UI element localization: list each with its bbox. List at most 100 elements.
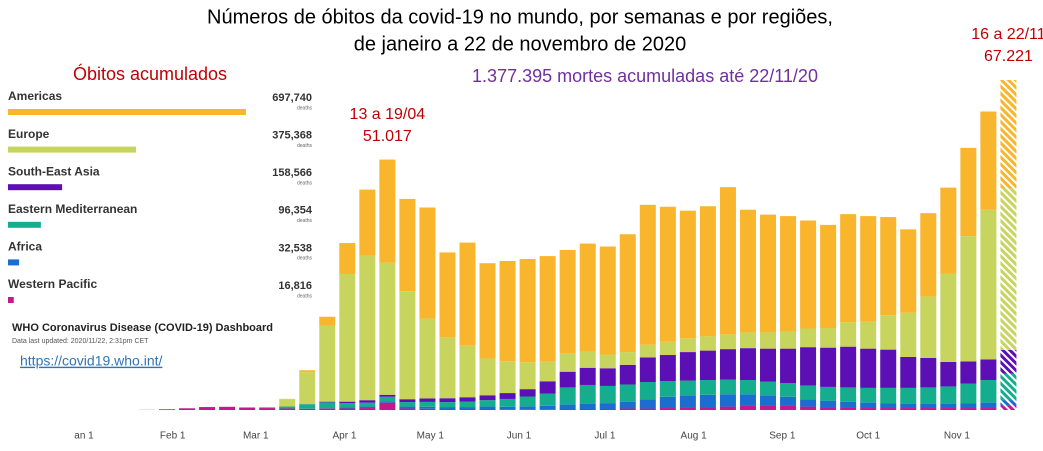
bar-segment — [820, 407, 837, 410]
bar-segment — [780, 382, 797, 397]
region-unit: deaths — [297, 181, 313, 187]
bar-segment — [599, 246, 616, 355]
bar-segment — [860, 408, 877, 410]
bar-segment — [519, 396, 536, 407]
bar-segment — [900, 312, 917, 357]
region-value: 697,740 — [272, 92, 312, 104]
bar-segment — [439, 402, 456, 408]
bar-segment — [760, 348, 777, 382]
bar-segment — [960, 408, 977, 410]
region-value: 158,566 — [272, 167, 312, 179]
bar-segment — [920, 296, 937, 358]
bar-segment — [339, 243, 356, 275]
cumulative-bar — [8, 297, 14, 303]
bar-segment — [579, 403, 596, 410]
x-tick-label: Jun 1 — [507, 431, 532, 442]
bar-segment — [880, 349, 897, 388]
bar-segment — [880, 387, 897, 404]
bar-segment — [679, 210, 696, 339]
bar-segment — [359, 255, 376, 401]
bar-segment — [940, 403, 957, 409]
bar-segment — [419, 398, 436, 402]
bar-segment — [840, 214, 857, 323]
bar-segment — [760, 405, 777, 410]
bar-segment — [579, 409, 596, 410]
bar-segment — [920, 387, 937, 404]
source-title: WHO Coronavirus Disease (COVID-19) Dashb… — [12, 322, 273, 334]
bar-segment — [960, 236, 977, 362]
bar-segment — [900, 403, 917, 409]
bar-segment — [840, 387, 857, 402]
bar-segment — [319, 316, 336, 326]
panel-title: Óbitos acumulados — [73, 63, 227, 84]
bar-segment — [279, 406, 296, 409]
bar-segment — [559, 371, 576, 388]
source-updated: Data last updated: 2020/11/22, 2:31pm CE… — [12, 338, 149, 345]
bar-segment — [719, 187, 736, 335]
bar-segment — [579, 384, 596, 404]
source-link[interactable]: https://covid19.who.int/ — [20, 353, 163, 369]
bar-segment — [1000, 350, 1017, 374]
bar-segment — [679, 380, 696, 396]
bar-segment — [760, 332, 777, 349]
region-unit: deaths — [297, 105, 313, 111]
bar-segment — [519, 406, 536, 410]
bar-segment — [679, 407, 696, 410]
bar-segment — [840, 346, 857, 388]
bar-segment — [980, 359, 997, 381]
bar-segment — [860, 387, 877, 403]
bar-segment — [339, 407, 356, 409]
bar-segment — [760, 395, 777, 406]
region-unit: deaths — [297, 143, 313, 149]
bar-segment — [579, 367, 596, 385]
bar-segment — [579, 243, 596, 352]
bar-segment — [499, 409, 516, 410]
bar-segment — [479, 263, 496, 359]
bar-segment — [559, 249, 576, 354]
bar-segment — [659, 206, 676, 342]
bar-segment — [319, 402, 336, 409]
bar-segment — [719, 349, 736, 380]
annotation-label: 13 a 19/04 — [350, 106, 426, 123]
bar-segment — [299, 372, 316, 405]
bar-segment — [699, 350, 716, 381]
bar-segment — [800, 347, 817, 386]
bar-segment — [900, 387, 917, 404]
x-tick-label: Oct 1 — [856, 431, 880, 442]
bar-segment — [800, 406, 817, 410]
bar-segment — [379, 262, 396, 395]
bar-segment — [559, 404, 576, 410]
bar-segment — [499, 406, 516, 410]
region-value: 375,368 — [272, 130, 312, 142]
bar-segment — [579, 351, 596, 368]
bar-segment — [880, 217, 897, 316]
bar-segment — [599, 409, 616, 410]
bar-segment — [499, 393, 516, 399]
total-annotation: 1.377.395 mortes acumuladas até 22/11/20 — [472, 66, 818, 86]
bar-segment — [619, 408, 636, 410]
bar-segment — [639, 399, 656, 409]
x-tick-label: Feb 1 — [160, 431, 186, 442]
bar-segment — [920, 357, 937, 388]
bar-segment — [619, 401, 636, 409]
bar-segment — [639, 382, 656, 400]
bar-segment — [840, 401, 857, 408]
region-label: South-East Asia — [8, 164, 100, 178]
bar-segment — [800, 328, 817, 348]
bar-segment — [599, 385, 616, 404]
region-label: Europe — [8, 127, 50, 141]
bar-segment — [419, 406, 436, 409]
bar-segment — [960, 383, 977, 404]
bar-segment — [1000, 80, 1017, 189]
bar-segment — [659, 355, 676, 382]
bar-segment — [479, 406, 496, 410]
bar-segment — [980, 408, 997, 410]
bar-segment — [980, 209, 997, 360]
bar-segment — [800, 385, 817, 400]
bar-segment — [900, 229, 917, 313]
bar-segment — [559, 353, 576, 372]
bar-segment — [659, 408, 676, 410]
bar-segment — [279, 399, 296, 407]
x-tick-label: Nov 1 — [944, 431, 971, 442]
bar-segment — [539, 405, 556, 410]
